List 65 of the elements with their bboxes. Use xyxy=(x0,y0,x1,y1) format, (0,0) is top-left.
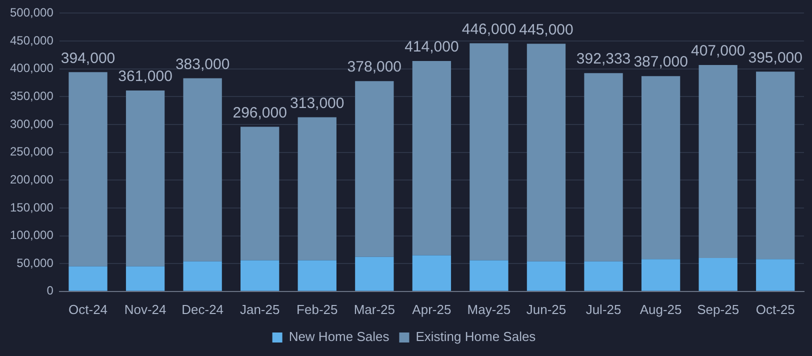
total-label: 446,000 xyxy=(462,20,516,38)
bar xyxy=(183,78,222,262)
bar xyxy=(412,255,452,291)
bar xyxy=(698,64,738,258)
x-tick-label: Jun-25 xyxy=(526,302,566,317)
bar xyxy=(240,126,280,260)
total-label: 387,000 xyxy=(634,54,688,71)
bar xyxy=(126,90,165,266)
bar xyxy=(183,261,222,291)
y-tick-label: 200,000 xyxy=(10,172,54,186)
x-tick-label: Apr-25 xyxy=(412,302,452,317)
bar xyxy=(126,266,165,291)
bar xyxy=(298,117,336,260)
total-label: 414,000 xyxy=(404,38,459,56)
bar xyxy=(412,61,452,256)
bar xyxy=(756,72,795,260)
bar xyxy=(470,43,508,260)
y-tick-label: 450,000 xyxy=(10,33,54,48)
bar xyxy=(698,258,738,291)
y-tick-label: 0 xyxy=(46,284,54,298)
x-tick-label: Dec-24 xyxy=(182,302,224,317)
total-label: 296,000 xyxy=(232,104,287,122)
bar xyxy=(298,260,336,291)
y-tick-label: 350,000 xyxy=(10,88,54,103)
bar xyxy=(756,259,795,291)
total-label: 394,000 xyxy=(60,50,116,67)
y-tick-label: 300,000 xyxy=(10,116,54,131)
bar xyxy=(641,76,680,260)
x-tick-label: May-25 xyxy=(467,302,511,317)
bar xyxy=(526,261,566,291)
x-tick-label: Sep-25 xyxy=(697,302,740,317)
y-tick-label: 250,000 xyxy=(10,144,54,159)
total-label: 361,000 xyxy=(118,68,172,86)
x-tick-label: Feb-25 xyxy=(296,302,338,317)
bar xyxy=(641,259,680,291)
bar xyxy=(584,73,623,262)
y-tick-label: 100,000 xyxy=(10,228,54,242)
x-tick-label: Nov-24 xyxy=(124,302,166,317)
x-tick-label: Aug-25 xyxy=(640,302,682,317)
legend-label: New Home Sales xyxy=(288,329,390,344)
x-tick-label: Mar-25 xyxy=(354,302,396,317)
legend-label: Existing Home Sales xyxy=(416,329,536,344)
bar xyxy=(355,81,394,257)
y-tick-label: 50,000 xyxy=(16,256,54,270)
y-tick-label: 150,000 xyxy=(10,200,54,214)
bar xyxy=(240,260,280,291)
bar xyxy=(526,44,566,262)
total-label: 407,000 xyxy=(690,42,746,60)
total-label: 392,333 xyxy=(576,50,631,68)
total-label: 395,000 xyxy=(748,49,802,66)
total-label: 313,000 xyxy=(290,94,344,112)
y-tick-label: 500,000 xyxy=(10,6,54,20)
total-label: 445,000 xyxy=(519,21,574,38)
bar xyxy=(584,261,623,291)
y-tick-label: 400,000 xyxy=(10,61,54,76)
bar xyxy=(470,260,508,291)
bar xyxy=(68,266,108,291)
x-tick-label: Jul-25 xyxy=(586,302,622,317)
x-tick-label: Oct-24 xyxy=(68,302,108,317)
x-tick-label: Oct-25 xyxy=(756,302,795,317)
x-tick-label: Jan-25 xyxy=(240,302,280,317)
total-label: 383,000 xyxy=(175,56,230,73)
total-label: 378,000 xyxy=(347,58,402,76)
bar xyxy=(68,72,108,266)
bar xyxy=(355,256,394,291)
